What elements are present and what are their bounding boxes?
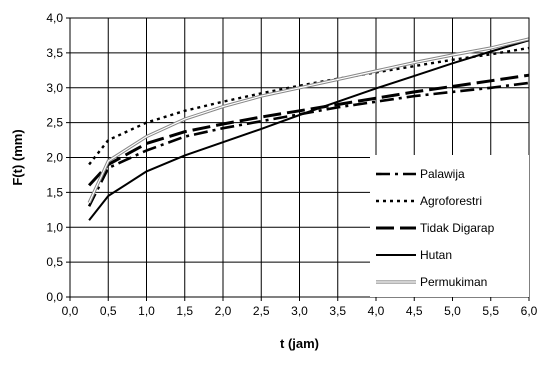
- series-line-4-inner: [88, 38, 530, 204]
- y-tick-label: 4,0: [46, 11, 63, 25]
- x-tick-label: 0,5: [100, 304, 117, 318]
- y-tick-label: 3,5: [46, 46, 63, 60]
- legend-label: Permukiman: [420, 275, 487, 289]
- ticks: 0,0 0,5 1,0 1,5 2,0 2,5 3,0 3,5 4,0 4,5 5,0 5,5 6,0 0…: [46, 11, 537, 318]
- y-tick-label: 2,0: [46, 151, 63, 165]
- x-tick-label: 0,0: [62, 304, 79, 318]
- legend-label: Tidak Digarap: [420, 221, 495, 235]
- series-layer: [87, 37, 530, 221]
- y-tick-label: 1,0: [46, 220, 63, 234]
- x-tick-label: 3,5: [329, 304, 346, 318]
- legend-label: Palawija: [420, 167, 465, 181]
- legend-box: [370, 155, 529, 297]
- x-tick-label: 6,0: [521, 304, 538, 318]
- y-tick-label: 2,5: [46, 116, 63, 130]
- x-tick-label: 2,0: [215, 304, 232, 318]
- legend: Palawija Agroforestri Tidak Digarap Hutan Pe…: [370, 155, 529, 297]
- legend-label: Agroforestri: [420, 194, 482, 208]
- x-tick-label: 5,0: [444, 304, 461, 318]
- y-tick-label: 1,5: [46, 185, 63, 199]
- x-tick-label: 1,0: [138, 304, 155, 318]
- x-tick-label: 2,5: [253, 304, 270, 318]
- x-tick-label: 4,5: [406, 304, 423, 318]
- y-axis-label: F(t) (mm): [10, 129, 25, 185]
- x-axis-label: t (jam): [280, 336, 319, 351]
- series-line-0: [87, 81, 530, 207]
- x-tick-label: 1,5: [176, 304, 193, 318]
- series-line-3: [88, 39, 530, 221]
- x-tick-label: 3,0: [291, 304, 308, 318]
- series-line-2: [87, 73, 530, 187]
- y-tick-label: 0,0: [46, 290, 63, 304]
- y-tick-label: 0,5: [46, 255, 63, 269]
- legend-label: Hutan: [420, 248, 452, 262]
- y-tick-label: 3,0: [46, 81, 63, 95]
- x-tick-label: 5,5: [482, 304, 499, 318]
- series-line-1: [88, 46, 530, 166]
- x-tick-label: 4,0: [368, 304, 385, 318]
